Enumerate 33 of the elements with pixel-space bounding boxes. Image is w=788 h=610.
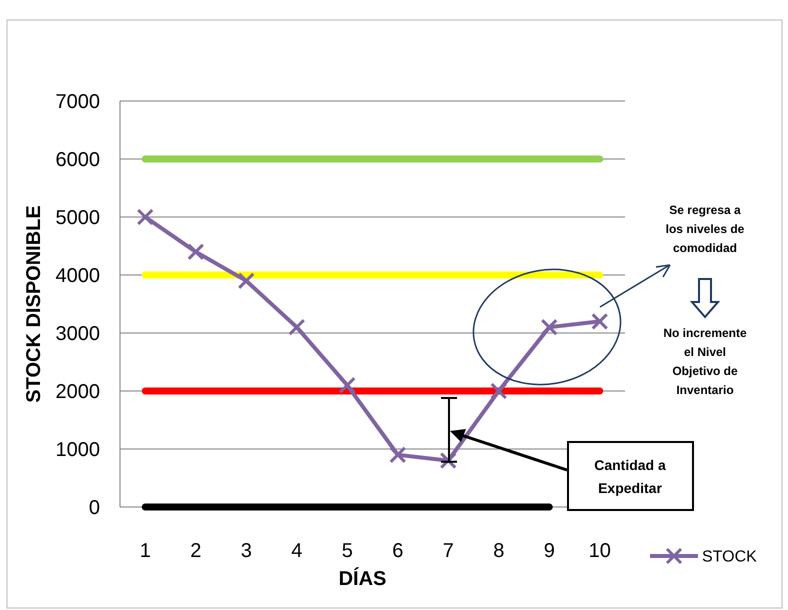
point	[136, 208, 154, 226]
y-tick-label: 7000	[56, 91, 100, 113]
x-tick-label: 10	[588, 540, 611, 562]
point	[540, 318, 558, 336]
y-tick-label: 5000	[56, 207, 100, 229]
x-tick-label: 5	[342, 540, 353, 562]
x-tick-label: 8	[493, 540, 504, 562]
annotation: Cantidad a Expeditar	[594, 457, 666, 496]
text: No incremente el Nivel Objetivo de Inventario	[663, 326, 747, 397]
y-axis-title: STOCK DISPONIBLE	[23, 205, 45, 403]
x-tick-label: 9	[544, 540, 555, 562]
y-tick-label: 3000	[56, 323, 100, 345]
x-tick-label: 7	[442, 540, 454, 562]
point	[490, 382, 508, 400]
x-axis-title: DÍAS	[338, 567, 386, 590]
point	[389, 446, 406, 464]
point	[288, 318, 306, 336]
x-tick-label: 3	[240, 540, 252, 562]
x-tick-label: 2	[190, 540, 202, 562]
point	[591, 312, 608, 330]
point	[187, 243, 204, 260]
y-tick-label: 6000	[56, 149, 100, 171]
legend-label: STOCK	[702, 548, 758, 566]
y-tick-label: 1000	[56, 439, 100, 461]
x-tick-label: 1	[140, 540, 151, 562]
text: Se regresa a los niveles de comodidad	[666, 203, 745, 255]
x-tick-label: 4	[291, 540, 302, 562]
y-tick-label: 0	[88, 497, 100, 519]
x-tick-label: 6	[392, 540, 404, 562]
point	[238, 272, 255, 290]
point	[338, 376, 356, 394]
y-tick-label: 4000	[56, 265, 100, 287]
y-tick-label: 2000	[56, 381, 100, 403]
